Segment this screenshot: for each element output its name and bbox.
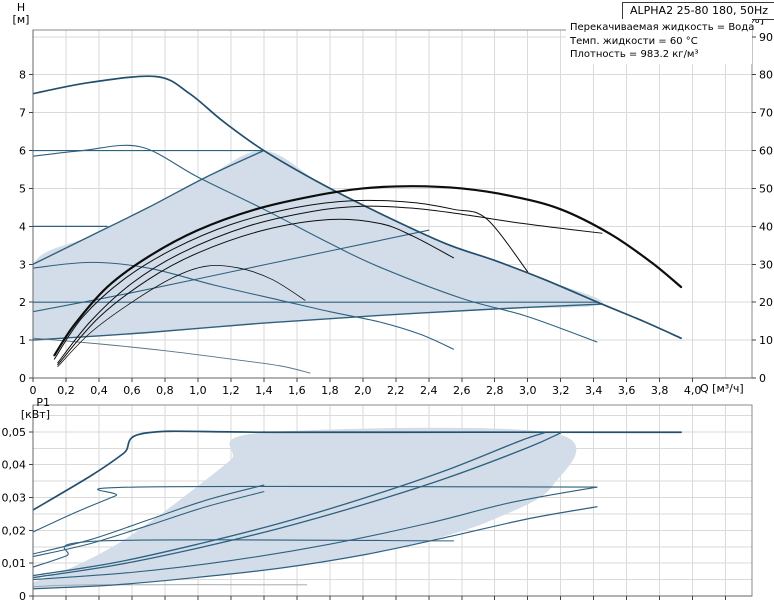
x-tick-label: 1,0 (189, 384, 207, 397)
x-tick-label: 0,8 (156, 384, 174, 397)
x-tick-label: 2,0 (354, 384, 372, 397)
series-eta-curve-3 (57, 205, 603, 364)
y-tick-label: 2 (19, 296, 26, 309)
series-p1-cp-2 (33, 486, 598, 581)
x-tick-label: 0 (30, 384, 37, 397)
x-tick-label: 3,2 (552, 384, 570, 397)
eta-tick-label: 10 (759, 334, 773, 347)
hq-eta-chart-ticks (29, 36, 756, 382)
y-tick-label: 1 (19, 334, 26, 347)
p1-chart-plot-area (33, 427, 682, 590)
x-tick-label: 0,4 (90, 384, 108, 397)
info-temperature: Темп. жидкости = 60 °C (570, 35, 698, 47)
series-eta-curve-4 (57, 218, 455, 366)
y-tick-label: 0,01 (2, 557, 27, 570)
x-tick-label: 2,6 (453, 384, 471, 397)
y-tick-label: 7 (19, 107, 26, 120)
y-tick-label: 0,04 (2, 459, 27, 472)
eta-tick-label: 90 (759, 31, 773, 44)
series-p1-auto-upper-a (33, 432, 545, 577)
x-tick-label: 0,2 (57, 384, 75, 397)
p1-axis-unit: [кВт] (20, 408, 50, 421)
p1-axis-label: P1 [кВт] (6, 397, 50, 421)
x-tick-label: 3,4 (585, 384, 603, 397)
y-tick-label: 3 (19, 258, 26, 271)
pump-title-box: ALPHA2 25-80 180, 50Hz (622, 2, 774, 20)
y-tick-label: 5 (19, 182, 26, 195)
x-tick-label: 1,6 (288, 384, 306, 397)
series-speed-1-curve (33, 261, 455, 350)
series-eta-curve-low (57, 265, 306, 368)
y-tick-label: 0,02 (2, 524, 27, 537)
p1-chart-ticks (29, 431, 727, 600)
series-eta-curve-2 (53, 199, 529, 360)
series-speed-2-curve (33, 144, 598, 343)
p1-chart-tick-labels: 0 0,01 0,02 0,03 0,04 0,05 (2, 426, 27, 603)
y-tick-label: 0 (19, 372, 26, 385)
x-tick-label: 4,0 (684, 384, 702, 397)
x-tick-label: 1,2 (222, 384, 240, 397)
y-tick-label: 8 (19, 69, 26, 82)
eta-tick-label: 50 (759, 182, 773, 195)
x-tick-label: 1,8 (321, 384, 339, 397)
series-max-speed-curve (33, 75, 682, 340)
x-tick-label: 3,0 (519, 384, 537, 397)
x-tick-label: 3,8 (651, 384, 669, 397)
series-pp-curve-3 (33, 149, 265, 265)
info-density: Плотность = 983.2 кг/м³ (570, 49, 699, 60)
eta-tick-label: 80 (759, 69, 773, 82)
q-axis-label: Q [м³/ч] (700, 382, 744, 395)
p1-axis-name: P1 (36, 396, 50, 409)
fluid-info-box: Перекачиваемая жидкость = Вода Темп. жид… (566, 19, 755, 64)
series-pp-curve-2 (33, 229, 430, 313)
eta-tick-label: 70 (759, 107, 773, 120)
h-axis-unit: [м] (12, 13, 30, 26)
p1-chart-operating-range-shade (33, 427, 577, 589)
hq-eta-chart-tick-labels: 0 0,2 0,4 0,6 0,8 1,0 1,2 1,4 1,6 1,8 2,0 2,2 2,4 2,6… (19, 31, 773, 397)
hq-eta-chart-plot-area (33, 75, 683, 374)
eta-tick-label: 60 (759, 145, 773, 158)
y-tick-label: 0,05 (2, 426, 27, 439)
y-tick-label: 4 (19, 220, 26, 233)
x-tick-label: 3,6 (618, 384, 636, 397)
x-tick-label: 0,6 (123, 384, 141, 397)
series-p1-pp3-b (33, 491, 265, 558)
x-tick-label: 2,8 (486, 384, 504, 397)
series-p1-max-speed (33, 430, 682, 511)
y-tick-label: 0,03 (2, 492, 27, 505)
eta-tick-label: 20 (759, 296, 773, 309)
eta-tick-label: 0 (759, 372, 766, 385)
x-tick-label: 2,4 (420, 384, 438, 397)
h-axis-name: H (16, 1, 26, 14)
series-autoadapt-lower-curve (33, 303, 603, 341)
series-p1-speed-2 (33, 485, 598, 533)
series-eta-curve-max (53, 185, 683, 357)
x-tick-label: 2,2 (387, 384, 405, 397)
hq-eta-chart: 0 0,2 0,4 0,6 0,8 1,0 1,2 1,4 1,6 1,8 2,0 2,2 2,4 2,6… (19, 29, 773, 397)
eta-tick-label: 30 (759, 258, 773, 271)
hq-eta-chart-operating-range-shade (33, 150, 603, 341)
series-min-speed-curve (33, 337, 311, 374)
series-p1-auto-lower (33, 506, 598, 590)
h-axis-label: H [м] (10, 2, 32, 26)
series-p1-pp3-a (33, 484, 265, 555)
y-tick-label: 6 (19, 145, 26, 158)
x-tick-label: 1,4 (255, 384, 273, 397)
series-p1-auto-upper-b (33, 432, 562, 579)
pump-title: ALPHA2 25-80 180, 50Hz (630, 4, 769, 17)
eta-tick-label: 40 (759, 220, 773, 233)
y-tick-label: 0 (19, 590, 26, 603)
info-fluid: Перекачиваемая жидкость = Вода (570, 22, 755, 33)
p1-chart: 0 0,01 0,02 0,03 0,04 0,05 (2, 404, 753, 603)
